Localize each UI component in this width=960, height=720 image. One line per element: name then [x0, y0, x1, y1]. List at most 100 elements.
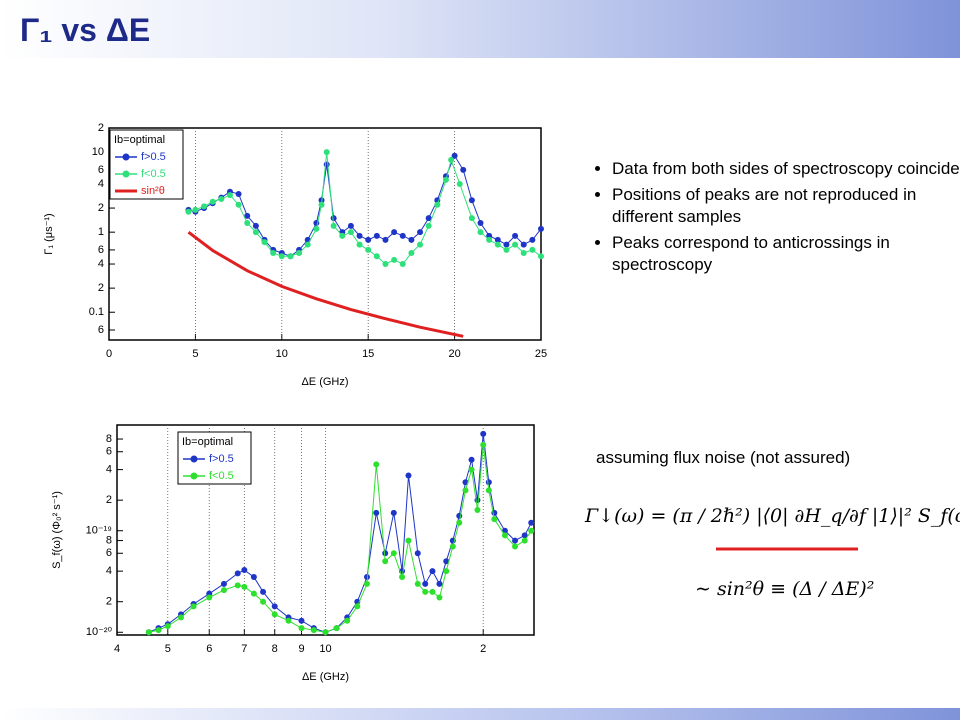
note: assuming flux noise (not assured) — [596, 448, 851, 467]
y-tick-label: 0.1 — [89, 306, 104, 318]
data-point — [354, 603, 361, 610]
data-point — [250, 574, 257, 581]
data-point — [399, 574, 406, 581]
data-point — [456, 180, 463, 187]
x-tick-label: 15 — [362, 348, 374, 360]
y-tick-label: 4 — [98, 178, 104, 190]
x-axis-label: ΔE (GHz) — [302, 671, 349, 683]
legend-title: Ib=optimal — [114, 134, 165, 146]
data-point — [529, 236, 536, 243]
data-point — [443, 558, 450, 565]
data-point — [391, 256, 398, 263]
legend-label: f<0.5 — [141, 168, 166, 180]
data-point — [382, 261, 389, 268]
data-point — [373, 253, 380, 260]
y-tick-label: 4 — [98, 258, 104, 270]
x-tick-label: 6 — [206, 643, 212, 655]
x-tick-label: 8 — [272, 643, 278, 655]
y-tick-label: 8 — [106, 534, 112, 546]
y-axis-label: S_f(ω) (Φ₀² s⁻¹) — [51, 491, 63, 569]
y-tick-label: 4 — [106, 464, 112, 476]
data-point — [356, 241, 363, 248]
legend-marker — [122, 153, 130, 161]
x-tick-label: 0 — [106, 348, 112, 360]
data-point — [310, 627, 317, 634]
data-point — [501, 532, 508, 539]
data-point — [330, 215, 337, 222]
data-point — [323, 149, 330, 156]
data-point — [261, 239, 268, 246]
bullet: Peaks correspond to anticrossings in spe… — [612, 232, 960, 276]
data-point — [339, 232, 346, 239]
data-point — [434, 201, 441, 208]
x-tick-label: 10 — [276, 348, 288, 360]
y-tick-label: 8 — [106, 433, 112, 445]
data-point — [480, 441, 487, 448]
data-point — [477, 229, 484, 236]
legend-marker — [190, 455, 198, 463]
data-point — [485, 487, 492, 494]
data-point — [390, 550, 397, 557]
data-point — [528, 527, 535, 534]
data-point — [234, 570, 241, 577]
data-point — [468, 197, 475, 204]
data-point — [382, 236, 389, 243]
data-point — [414, 580, 421, 587]
data-point — [521, 537, 528, 544]
data-point — [451, 152, 458, 159]
data-point — [296, 249, 303, 256]
x-tick-label: 20 — [448, 348, 460, 360]
data-point — [347, 229, 354, 236]
data-point — [244, 220, 251, 227]
data-point — [330, 222, 337, 229]
data-point — [323, 161, 330, 168]
legend-label: sin²θ — [141, 185, 165, 197]
data-point — [164, 623, 171, 630]
data-point — [313, 225, 320, 232]
data-point — [209, 198, 216, 205]
data-point — [485, 479, 492, 486]
data-point — [365, 236, 372, 243]
data-point — [512, 241, 519, 248]
data-point — [287, 253, 294, 260]
data-point — [449, 543, 456, 550]
data-point — [399, 232, 406, 239]
data-point — [521, 532, 528, 539]
data-point — [422, 588, 429, 595]
y-tick-label: 6 — [106, 446, 112, 458]
slide-title: Γ₁ vs ΔE — [20, 12, 151, 48]
y-tick-label: 2 — [98, 202, 104, 214]
data-point — [405, 472, 412, 479]
footer-bar — [0, 708, 960, 720]
data-point — [382, 550, 389, 557]
legend-marker — [122, 170, 130, 178]
data-point — [271, 603, 278, 610]
legend-box — [109, 129, 184, 200]
data-point — [363, 574, 370, 581]
legend-marker — [190, 472, 198, 480]
data-point — [512, 537, 519, 544]
data-point — [512, 232, 519, 239]
data-point — [422, 580, 429, 587]
data-point — [425, 215, 432, 222]
x-tick-label: 4 — [114, 643, 120, 655]
data-point — [391, 229, 398, 236]
data-point — [226, 192, 233, 199]
data-point — [429, 568, 436, 575]
data-point — [382, 558, 389, 565]
legend-label: f>0.5 — [209, 453, 234, 465]
data-point — [244, 212, 251, 219]
data-point — [333, 625, 340, 632]
y-tick-label: 6 — [106, 547, 112, 559]
legend-label: f>0.5 — [141, 151, 166, 163]
plot-frame — [108, 127, 542, 341]
data-point — [503, 241, 510, 248]
data-point — [252, 222, 259, 229]
y-tick-label: 10⁻²⁰ — [86, 626, 113, 638]
data-point — [414, 550, 421, 557]
data-point — [201, 203, 208, 210]
y-axis-label: Γ₁ (μs⁻¹) — [43, 213, 55, 254]
data-point — [538, 225, 544, 232]
